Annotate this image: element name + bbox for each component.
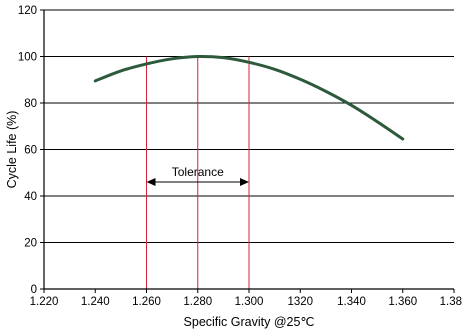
x-tick-label: 1.360 [388,296,417,308]
series-line-0 [93,54,405,141]
x-tick-label: 1.380 [440,296,462,308]
y-tick-label: 40 [24,191,37,203]
series-group [93,54,405,141]
tolerance-arrowhead-left [146,178,156,187]
tolerance-arrowhead-right [240,178,249,187]
x-axis-title: Specific Gravity @25℃ [184,315,315,329]
y-tick-label: 120 [18,5,37,17]
y-tick-label: 0 [31,284,37,296]
x-tick-label: 1.220 [30,296,59,308]
tolerance-annotation: Tolerance [146,165,249,187]
x-tick-label: 1320 [287,296,313,308]
tolerance-reference-lines [146,56,250,289]
x-tick-label: 1.300 [235,296,264,308]
x-tick-label: 1.260 [132,296,161,308]
y-tick-label: 60 [24,145,37,157]
tolerance-label: Tolerance [172,165,224,179]
y-tick-label: 20 [24,238,37,250]
y-axis-title: Cycle Life (%) [5,111,19,189]
x-tick-label: 1.340 [337,296,366,308]
x-tick-label: 1.240 [81,296,110,308]
x-tick-label: 1.280 [183,296,212,308]
y-tick-label: 80 [24,98,37,110]
y-tick-label: 100 [18,52,37,64]
tick-labels: 1.220 1.240 1.260 1.280 1.300 1320 1.340 1.360 1… [18,5,462,308]
